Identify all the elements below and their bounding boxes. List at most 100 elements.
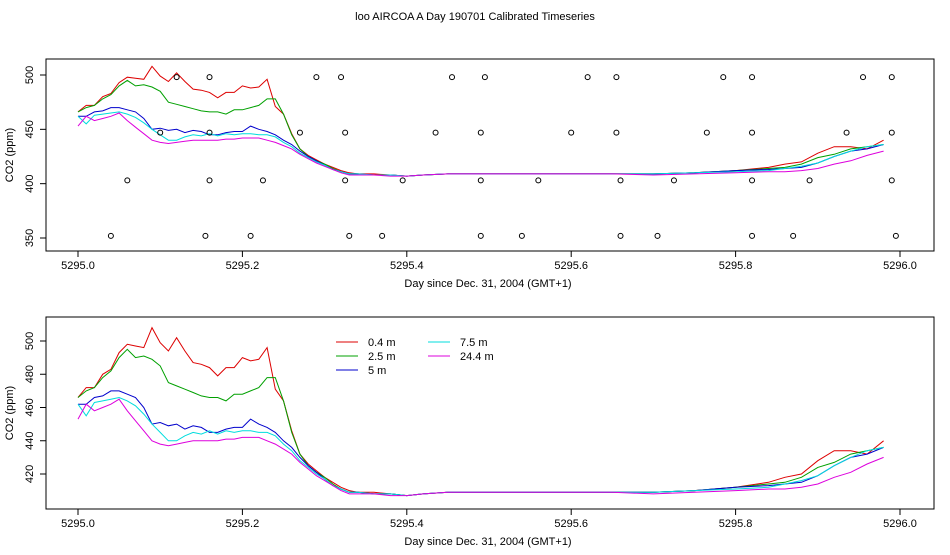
bot-x-tick-label: 5296.0: [883, 518, 917, 530]
bot-y-tick-label: 420: [24, 465, 36, 483]
circle-marker: [892, 232, 899, 239]
circle-marker: [860, 74, 867, 81]
chart-title: loo AIRCOA A Day 190701 Calibrated Times…: [355, 11, 595, 23]
bot-x-tick-label: 5295.6: [554, 518, 588, 530]
circle-marker: [654, 232, 661, 239]
circle-marker: [342, 129, 349, 136]
circle-marker: [206, 177, 213, 184]
circle-marker: [342, 177, 349, 184]
top-series-line-0-4-m: [77, 65, 884, 177]
circle-marker: [703, 129, 710, 136]
top-y-ticks: 350 400 450 500: [24, 66, 46, 247]
legend-label: 7.5 m: [460, 337, 488, 349]
circle-marker: [124, 177, 131, 184]
circle-marker: [749, 177, 756, 184]
top-circle-markers: [107, 74, 899, 239]
circle-marker: [202, 232, 209, 239]
circle-marker: [259, 177, 266, 184]
top-series-line-2-5-m: [77, 79, 884, 177]
bottom-panel: 5295.0 5295.2 5295.4 5295.6 5295.8 5296.0 420…: [4, 316, 935, 548]
circle-marker: [749, 129, 756, 136]
circle-marker: [313, 74, 320, 81]
top-y-tick-label: 500: [24, 66, 36, 84]
circle-marker: [613, 74, 620, 81]
circle-marker: [518, 232, 525, 239]
bot-series-line-24-4-m: [77, 398, 884, 497]
circle-marker: [806, 177, 813, 184]
top-series-line-24-4-m: [77, 112, 884, 177]
circle-marker: [843, 129, 850, 136]
bot-y-tick-label: 500: [24, 332, 36, 350]
circle-marker: [107, 232, 114, 239]
bot-x-tick-label: 5295.4: [390, 518, 424, 530]
legend-label: 2.5 m: [368, 351, 396, 363]
circle-marker: [173, 74, 180, 81]
bot-x-tick-label: 5295.0: [61, 518, 95, 530]
circle-marker: [206, 129, 213, 136]
circle-marker: [749, 232, 756, 239]
legend-label: 5 m: [368, 365, 386, 377]
top-x-tick-label: 5295.8: [719, 260, 753, 272]
circle-marker: [338, 74, 345, 81]
bot-series-line-7-5-m: [77, 396, 884, 497]
circle-marker: [888, 74, 895, 81]
circle-marker: [568, 129, 575, 136]
top-x-tick-label: 5295.6: [554, 260, 588, 272]
circle-marker: [346, 232, 353, 239]
circle-marker: [790, 232, 797, 239]
circle-marker: [617, 177, 624, 184]
top-panel: 5295.0 5295.2 5295.4 5295.6 5295.8 5296.0 350…: [4, 58, 935, 290]
circle-marker: [477, 177, 484, 184]
legend-label: 0.4 m: [368, 337, 396, 349]
circle-marker: [206, 74, 213, 81]
top-x-tick-label: 5296.0: [883, 260, 917, 272]
bottom-x-ticks: 5295.0 5295.2 5295.4 5295.6 5295.8 5296.0: [61, 508, 917, 530]
circle-marker: [888, 129, 895, 136]
top-series-line-5-m: [78, 107, 884, 177]
bottom-x-axis-label: Day since Dec. 31, 2004 (GMT+1): [404, 536, 571, 548]
top-x-tick-label: 5295.0: [61, 260, 95, 272]
circle-marker: [535, 177, 542, 184]
top-series-lines: [77, 65, 884, 177]
bottom-series-lines: [77, 326, 884, 497]
circle-marker: [670, 177, 677, 184]
bot-series-line-2-5-m: [77, 348, 884, 497]
circle-marker: [617, 232, 624, 239]
circle-marker: [720, 74, 727, 81]
circle-marker: [432, 129, 439, 136]
top-x-tick-label: 5295.4: [390, 260, 424, 272]
circle-marker: [449, 74, 456, 81]
bottom-y-ticks: 420 440 460 480 500: [24, 332, 46, 483]
bot-series-line-5-m: [78, 390, 884, 497]
top-series-line-7-5-m: [77, 111, 884, 177]
bot-y-tick-label: 480: [24, 365, 36, 383]
circle-marker: [481, 74, 488, 81]
circle-marker: [477, 129, 484, 136]
top-x-tick-label: 5295.2: [226, 260, 260, 272]
bottom-plot-frame: [45, 316, 935, 510]
bot-x-tick-label: 5295.8: [719, 518, 753, 530]
top-y-tick-label: 400: [24, 174, 36, 192]
legend-label: 24.4 m: [460, 351, 494, 363]
circle-marker: [296, 129, 303, 136]
bottom-y-axis-label: CO2 (ppm): [4, 386, 16, 440]
circle-marker: [247, 232, 254, 239]
bot-y-tick-label: 460: [24, 398, 36, 416]
bot-y-tick-label: 440: [24, 432, 36, 450]
circle-marker: [749, 74, 756, 81]
circle-marker: [399, 177, 406, 184]
bot-x-tick-label: 5295.2: [226, 518, 260, 530]
top-x-axis-label: Day since Dec. 31, 2004 (GMT+1): [404, 278, 571, 290]
top-y-tick-label: 450: [24, 120, 36, 138]
circle-marker: [888, 177, 895, 184]
circle-marker: [379, 232, 386, 239]
circle-marker: [613, 129, 620, 136]
top-y-tick-label: 350: [24, 229, 36, 247]
circle-marker: [477, 232, 484, 239]
circle-marker: [584, 74, 591, 81]
circle-marker: [157, 129, 164, 136]
top-plot-frame: [45, 58, 935, 252]
top-y-axis-label: CO2 (ppm): [4, 128, 16, 182]
legend: 0.4 m 2.5 m 5 m 7.5 m 24.4 m: [336, 337, 494, 377]
